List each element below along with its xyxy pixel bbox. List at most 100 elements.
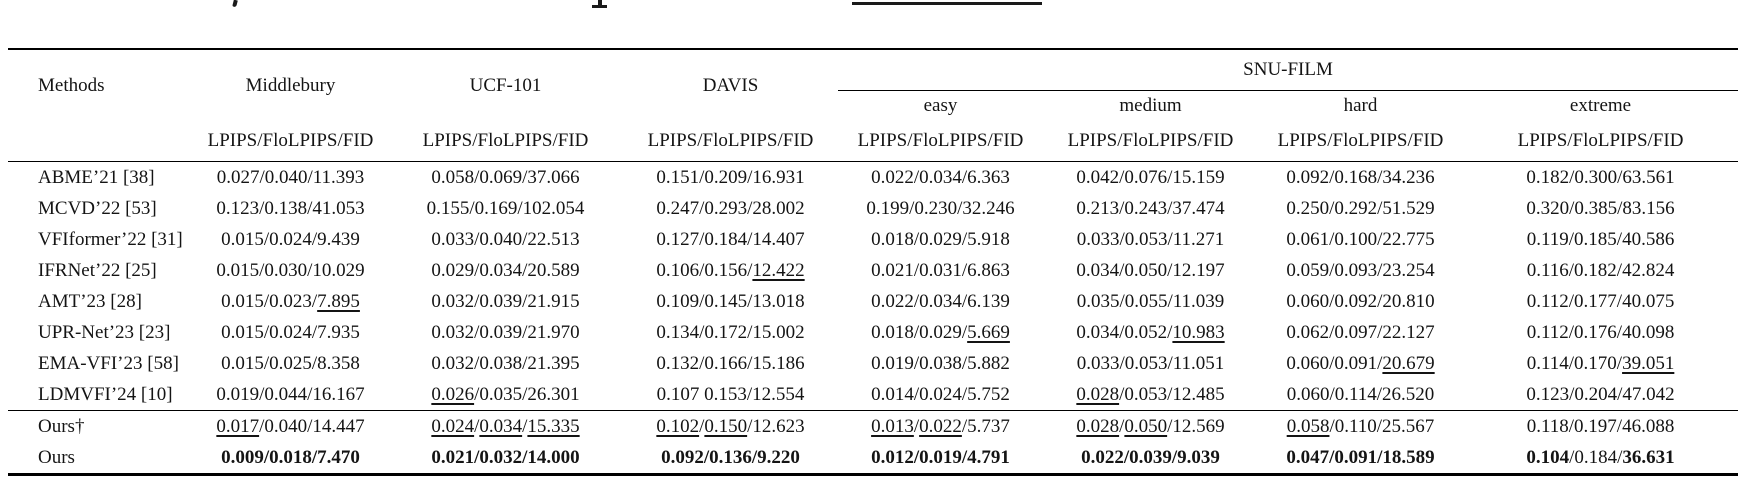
value-cell: 0.028/0.050/12.569 <box>1076 415 1225 437</box>
value-cell: 0.012/0.019/4.791 <box>871 446 1010 468</box>
value-cell: 0.018/0.029/5.918 <box>871 228 1010 250</box>
table-row: ABME’21 [38] 0.027/0.040/11.393 0.058/0.06… <box>8 162 1738 194</box>
value-cell: 0.109/0.145/13.018 <box>656 290 805 312</box>
metric-header-easy: LPIPS/FloLPIPS/FID <box>838 121 1043 162</box>
table-body-comparison-methods: ABME’21 [38] 0.027/0.040/11.393 0.058/0.06… <box>8 162 1738 411</box>
value-cell: 0.034/0.052/10.983 <box>1076 321 1225 343</box>
results-table: Methods Middlebury UCF-101 DAVIS SNU-FIL… <box>8 48 1739 476</box>
value-cell: 0.155/0.169/102.054 <box>426 197 585 219</box>
col-header-methods: Methods <box>38 74 105 96</box>
value-cell: 0.013/0.022/5.737 <box>871 415 1010 437</box>
value-cell: 0.047/0.091/18.589 <box>1286 446 1435 468</box>
value-cell: 0.112/0.176/40.098 <box>1526 321 1675 343</box>
table-row: VFIformer’22 [31] 0.015/0.024/9.439 0.033/… <box>8 224 1738 255</box>
table-row: MCVD’22 [53] 0.123/0.138/41.053 0.155/0.16… <box>8 193 1738 224</box>
value-cell: 0.107 0.153/12.554 <box>656 383 805 405</box>
value-cell: 0.199/0.230/32.246 <box>866 197 1015 219</box>
col-header-hard: hard <box>1343 95 1378 116</box>
value-cell: 0.024/0.034/15.335 <box>431 415 580 437</box>
value-cell: 0.134/0.172/15.002 <box>656 321 805 343</box>
col-header-ucf101: UCF-101 <box>469 74 542 96</box>
header-row-snufilm-splits: easy medium hard extreme <box>8 91 1738 122</box>
value-cell: 0.015/0.024/7.935 <box>221 321 360 343</box>
value-cell: 0.092/0.136/9.220 <box>661 446 800 468</box>
value-cell: 0.034/0.050/12.197 <box>1076 259 1225 281</box>
metric-header-medium: LPIPS/FloLPIPS/FID <box>1043 121 1258 162</box>
table-body-ours: Ours† 0.017/0.040/14.447 0.024/0.034/15.33… <box>8 410 1739 475</box>
value-cell: 0.032/0.039/21.915 <box>431 290 580 312</box>
value-cell: 0.247/0.293/28.002 <box>656 197 805 219</box>
value-cell: 0.123/0.138/41.053 <box>216 197 365 219</box>
caption-fragment-comma <box>232 0 238 8</box>
value-cell: 0.035/0.055/11.039 <box>1076 290 1225 312</box>
metric-header-middlebury: LPIPS/FloLPIPS/FID <box>193 121 388 162</box>
value-cell: 0.021/0.032/14.000 <box>431 446 580 468</box>
value-cell: 0.015/0.030/10.029 <box>216 259 365 281</box>
value-cell: 0.058/0.069/37.066 <box>431 166 580 188</box>
metric-header-davis: LPIPS/FloLPIPS/FID <box>623 121 838 162</box>
value-cell: 0.058/0.110/25.567 <box>1286 415 1435 437</box>
caption-fragment-descender-foot <box>592 5 607 8</box>
value-cell: 0.018/0.029/5.669 <box>871 321 1010 343</box>
value-cell: 0.102/0.150/12.623 <box>656 415 805 437</box>
value-cell: 0.033/0.053/11.051 <box>1076 352 1225 374</box>
value-cell: 0.213/0.243/37.474 <box>1076 197 1225 219</box>
value-cell: 0.118/0.197/46.088 <box>1526 415 1675 437</box>
method-cell: MCVD’22 [53] <box>38 197 157 219</box>
value-cell: 0.019/0.044/16.167 <box>216 383 365 405</box>
caption-fragment-underline <box>852 2 1042 5</box>
value-cell: 0.062/0.097/22.127 <box>1286 321 1435 343</box>
value-cell: 0.033/0.053/11.271 <box>1076 228 1225 250</box>
value-cell: 0.027/0.040/11.393 <box>216 166 365 188</box>
table-header: Methods Middlebury UCF-101 DAVIS SNU-FIL… <box>8 49 1739 162</box>
value-cell: 0.015/0.025/8.358 <box>221 352 360 374</box>
col-header-snufilm: SNU-FILM <box>838 49 1739 91</box>
table-row: Ours† 0.017/0.040/14.447 0.024/0.034/15.33… <box>8 411 1738 443</box>
value-cell: 0.015/0.024/9.439 <box>221 228 360 250</box>
method-cell: AMT’23 [28] <box>38 290 142 312</box>
col-header-davis: DAVIS <box>702 74 759 96</box>
value-cell: 0.250/0.292/51.529 <box>1286 197 1435 219</box>
method-cell: EMA-VFI’23 [58] <box>38 352 179 374</box>
value-cell: 0.182/0.300/63.561 <box>1526 166 1675 188</box>
col-header-middlebury: Middlebury <box>245 74 336 96</box>
value-cell: 0.042/0.076/15.159 <box>1076 166 1225 188</box>
value-cell: 0.127/0.184/14.407 <box>656 228 805 250</box>
header-row-datasets: Methods Middlebury UCF-101 DAVIS SNU-FIL… <box>8 49 1739 96</box>
method-cell: LDMVFI’24 [10] <box>38 383 173 405</box>
table-row: UPR-Net’23 [23] 0.015/0.024/7.935 0.032/0.… <box>8 317 1738 348</box>
value-cell: 0.151/0.209/16.931 <box>656 166 805 188</box>
value-cell: 0.060/0.114/26.520 <box>1286 383 1435 405</box>
col-header-medium: medium <box>1119 95 1182 116</box>
value-cell: 0.026/0.035/26.301 <box>431 383 580 405</box>
value-cell: 0.021/0.031/6.863 <box>871 259 1010 281</box>
method-cell: UPR-Net’23 [23] <box>38 321 171 343</box>
value-cell: 0.032/0.039/21.970 <box>431 321 580 343</box>
value-cell: 0.112/0.177/40.075 <box>1526 290 1675 312</box>
method-cell: VFIformer’22 [31] <box>38 228 183 250</box>
method-cell: Ours† <box>38 415 85 437</box>
value-cell: 0.132/0.166/15.186 <box>656 352 805 374</box>
value-cell: 0.059/0.093/23.254 <box>1286 259 1435 281</box>
value-cell: 0.022/0.034/6.363 <box>871 166 1010 188</box>
metric-header-ucf101: LPIPS/FloLPIPS/FID <box>388 121 623 162</box>
value-cell: 0.014/0.024/5.752 <box>871 383 1010 405</box>
method-cell: ABME’21 [38] <box>38 166 155 188</box>
table-row: EMA-VFI’23 [58] 0.015/0.025/8.358 0.032/0.… <box>8 348 1738 379</box>
method-cell: IFRNet’22 [25] <box>38 259 157 281</box>
value-cell: 0.017/0.040/14.447 <box>216 415 365 437</box>
value-cell: 0.119/0.185/40.586 <box>1526 228 1675 250</box>
col-header-extreme: extreme <box>1569 95 1632 116</box>
metric-header-hard: LPIPS/FloLPIPS/FID <box>1258 121 1463 162</box>
value-cell: 0.022/0.034/6.139 <box>871 290 1010 312</box>
value-cell: 0.060/0.092/20.810 <box>1286 290 1435 312</box>
value-cell: 0.061/0.100/22.775 <box>1286 228 1435 250</box>
value-cell: 0.028/0.053/12.485 <box>1076 383 1225 405</box>
value-cell: 0.022/0.039/9.039 <box>1081 446 1220 468</box>
table-row: Ours 0.009/0.018/7.470 0.021/0.032/14.000 0… <box>8 442 1738 475</box>
table-row: AMT’23 [28] 0.015/0.023/7.895 0.032/0.039/… <box>8 286 1738 317</box>
value-cell: 0.015/0.023/7.895 <box>221 290 360 312</box>
metric-header-empty <box>8 121 193 162</box>
value-cell: 0.033/0.040/22.513 <box>431 228 580 250</box>
